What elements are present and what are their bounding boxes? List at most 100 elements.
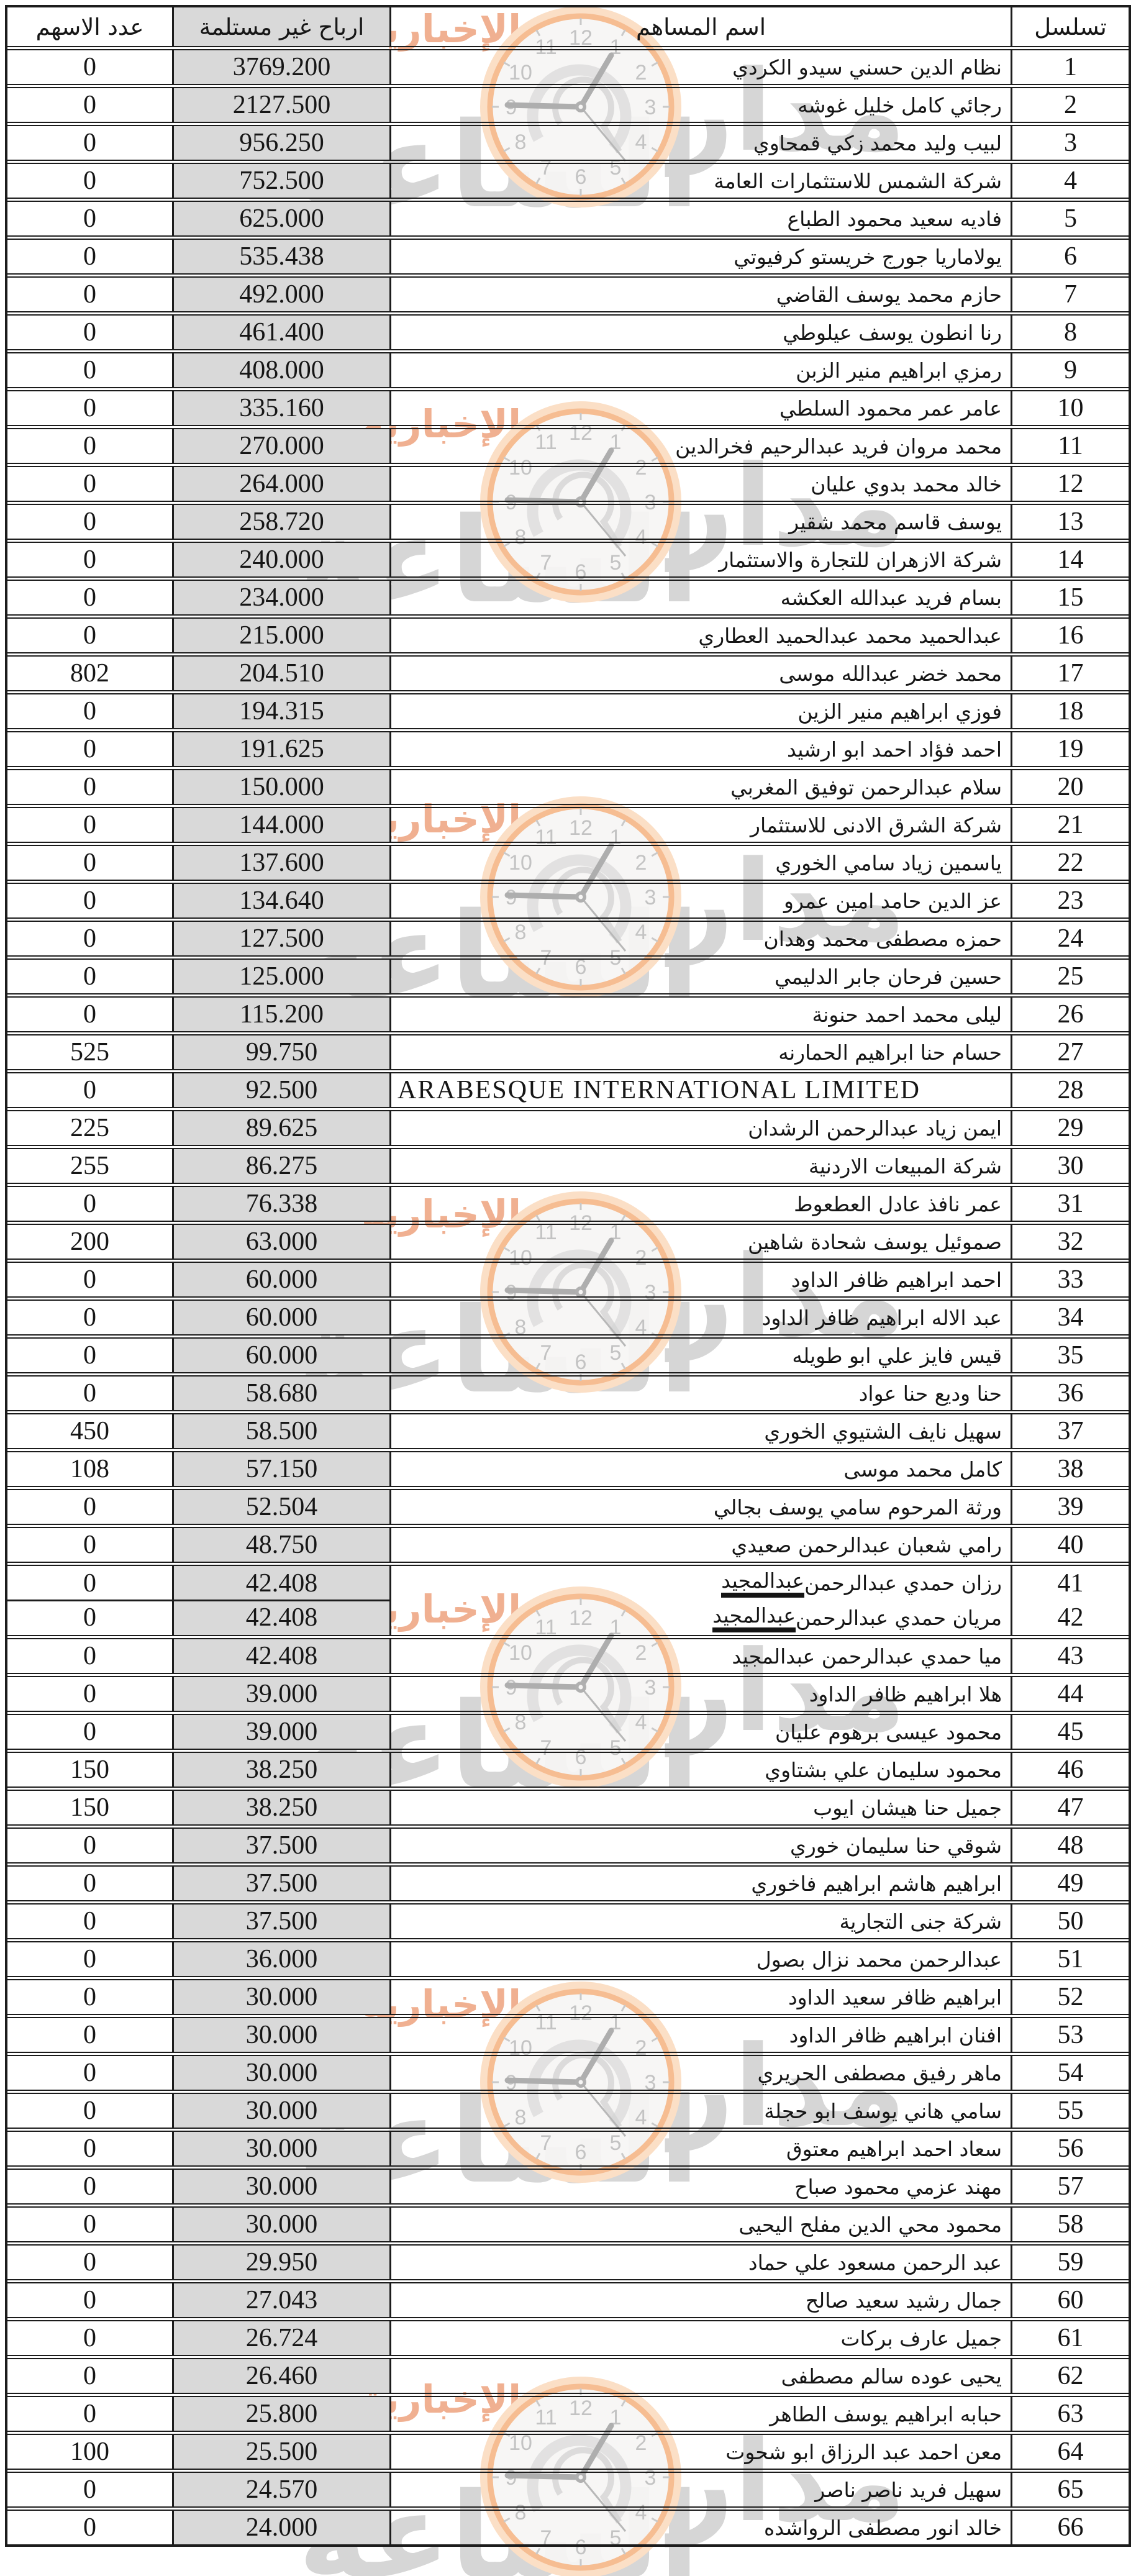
profit-cell: 150.000 [172, 770, 389, 804]
table-row: 0 37.500 شركة جنى التجارية 50 [7, 1900, 1129, 1938]
profit-cell: 63.000 [172, 1225, 389, 1258]
serial-cell: 19 [1011, 732, 1129, 766]
serial-cell: 13 [1011, 505, 1129, 539]
table-row: 0 240.000 شركة الازهران للتجارة والاستثمار… [7, 539, 1129, 576]
table-row: 0 215.000 عبدالحميد محمد عبدالحميد العطاري… [7, 614, 1129, 652]
profit-cell: 38.250 [172, 1791, 389, 1824]
name-cell: حنا وديع حنا عواد [389, 1377, 1011, 1410]
shares-cell: 0 [83, 1493, 96, 1521]
shares-cell: 0 [83, 2059, 96, 2087]
profit-cell: 58.680 [172, 1377, 389, 1410]
profit-cell: 30.000 [172, 2208, 389, 2241]
serial-cell: 2 [1011, 88, 1129, 122]
name-cell: شركة الازهران للتجارة والاستثمار [389, 543, 1011, 576]
name-cell: ماهر رفيق مصطفى الحريري [389, 2056, 1011, 2090]
serial-cell: 31 [1011, 1187, 1129, 1221]
profit-cell: 29.950 [172, 2246, 389, 2279]
shares-cell: 0 [83, 1341, 96, 1370]
shares-cell: 0 [83, 2021, 96, 2049]
serial-cell: 33 [1011, 1263, 1129, 1296]
serial-cell: 66 [1011, 2511, 1129, 2544]
profit-cell: 58.500 [172, 1414, 389, 1448]
serial-cell: 65 [1011, 2473, 1129, 2506]
profit-cell: 36.000 [172, 1942, 389, 1976]
shares-cell: 200 [70, 1227, 109, 1256]
table-row: 0 42.408 ميا حمدي عبدالرحمن عبدالمجيد 43 [7, 1635, 1129, 1673]
profit-cell: 191.625 [172, 732, 389, 766]
profit-cell: 408.000 [172, 353, 389, 387]
shares-cell: 0 [83, 621, 96, 650]
shares-cell: 0 [83, 1531, 96, 1559]
profit-cell: 26.724 [172, 2321, 389, 2355]
shares-cell: 0 [83, 2172, 96, 2201]
header-shareholder-name: اسم المساهم [389, 7, 1011, 46]
table-row: 0 30.000 محمود محي الدين مفلح اليحيى 58 [7, 2203, 1129, 2241]
name-cell: نظام الدين حسني سيدو الكردي [389, 50, 1011, 84]
shares-cell: 0 [83, 545, 96, 574]
profit-cell: 30.000 [172, 1980, 389, 2014]
shares-cell: 0 [83, 2248, 96, 2277]
profit-cell: 37.500 [172, 1867, 389, 1900]
serial-cell: 27 [1011, 1035, 1129, 1069]
profit-cell: 30.000 [172, 2170, 389, 2203]
serial-cell: 30 [1011, 1149, 1129, 1183]
name-cell: محمود عيسى برهوم عليان [389, 1715, 1011, 1749]
shares-cell: 0 [83, 1831, 96, 1860]
table-row: 0 26.460 يحيى عوده سالم مصطفى 62 [7, 2355, 1129, 2393]
shares-cell: 0 [83, 583, 96, 612]
shares-cell: 0 [83, 962, 96, 991]
shares-cell: 0 [83, 1190, 96, 1218]
table-row: 802 204.510 محمد خضر عبدالله موسى 17 [7, 652, 1129, 690]
profit-cell: 89.625 [172, 1111, 389, 1145]
table-row: 0 30.000 سعاد احمد ابراهيم معتوق 56 [7, 2128, 1129, 2165]
name-cell: عبدالرحمن محمد نزال بصول [389, 1942, 1011, 1976]
shares-cell: 0 [83, 318, 96, 347]
name-cell: فاديه سعيد محمود الطباع [389, 202, 1011, 235]
serial-cell: 51 [1011, 1942, 1129, 1976]
serial-cell: 43 [1011, 1639, 1129, 1673]
shares-cell: 0 [83, 2475, 96, 2504]
profit-cell: 25.800 [172, 2397, 389, 2431]
table-row: 0 144.000 شركة الشرق الادنى للاستثمار 21 [7, 804, 1129, 842]
table-row: 0 752.500 شركة الشمس للاستثمارات العامة 4 [7, 160, 1129, 198]
profit-cell: 60.000 [172, 1301, 389, 1334]
profit-cell: 264.000 [172, 467, 389, 501]
profit-cell: 461.400 [172, 316, 389, 349]
serial-cell: 61 [1011, 2321, 1129, 2355]
profit-cell: 30.000 [172, 2132, 389, 2165]
profit-cell: 27.043 [172, 2283, 389, 2317]
shares-cell: 525 [70, 1038, 109, 1067]
shares-cell: 0 [83, 394, 96, 422]
shares-cell: 100 [70, 2437, 109, 2466]
name-cell: صموئيل يوسف شحادة شاهين [389, 1225, 1011, 1258]
shares-cell: 0 [83, 1642, 96, 1670]
serial-cell: 8 [1011, 316, 1129, 349]
profit-cell: 956.250 [172, 126, 389, 160]
profit-cell: 25.500 [172, 2435, 389, 2469]
name-cell: لبيب وليد محمد زكي قمحاوي [389, 126, 1011, 160]
table-row: 0 58.680 حنا وديع حنا عواد 36 [7, 1372, 1129, 1410]
profit-cell: 535.438 [172, 240, 389, 273]
table-header-row: عدد الاسهم ارباح غير مستلمة اسم المساهم … [7, 7, 1129, 46]
name-cell: ورثة المرحوم سامي يوسف بجالي [389, 1490, 1011, 1524]
name-cell: محمد خضر عبدالله موسى [389, 657, 1011, 690]
serial-cell: 25 [1011, 960, 1129, 993]
shares-cell: 0 [83, 1265, 96, 1294]
serial-cell: 56 [1011, 2132, 1129, 2165]
name-cell: عامر عمر محمود السلطي [389, 391, 1011, 425]
table-row: 0 234.000 بسام فريد عبدالله العكشه 15 [7, 576, 1129, 614]
table-row: 255 86.275 شركة المبيعات الاردنية 30 [7, 1145, 1129, 1183]
name-cell: محمود سليمان علي بشتاوي [389, 1753, 1011, 1786]
table-row: 0 408.000 رمزي ابراهيم منير الزبن 9 [7, 349, 1129, 387]
name-cell: يوسف قاسم محمد شقير [389, 505, 1011, 539]
name-cell: محمد مروان فريد عبدالرحيم فخرالدين [389, 429, 1011, 463]
table-row: 0 39.000 هلا ابراهيم ظافر الداود 44 [7, 1673, 1129, 1711]
serial-cell: 6 [1011, 240, 1129, 273]
table-row: 0 625.000 فاديه سعيد محمود الطباع 5 [7, 198, 1129, 235]
profit-cell: 625.000 [172, 202, 389, 235]
shares-cell: 0 [83, 2324, 96, 2352]
table-row: 0 191.625 احمد فؤاد احمد ابو ارشيد 19 [7, 728, 1129, 766]
name-cell: عبد الرحمن مسعود علي حماد [389, 2246, 1011, 2279]
shares-cell: 802 [70, 659, 109, 688]
name-cell: عبدالحميد محمد عبدالحميد العطاري [389, 619, 1011, 652]
